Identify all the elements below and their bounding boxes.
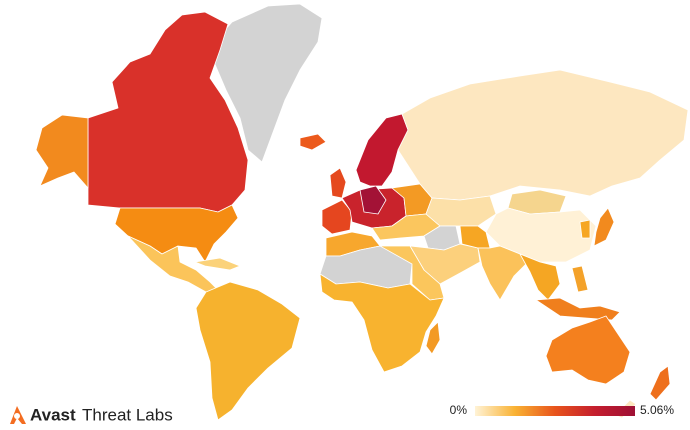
brand: Avast Threat Labs [10, 405, 173, 424]
region [319, 273, 445, 373]
brand-name: Avast [30, 405, 76, 424]
region [127, 235, 221, 293]
region [519, 253, 561, 301]
region [649, 365, 671, 401]
region [579, 219, 591, 239]
region [321, 199, 353, 235]
region [329, 167, 347, 199]
region [195, 281, 301, 421]
region [545, 315, 631, 385]
legend-tick-label: 5.06% [640, 403, 674, 417]
region [299, 133, 327, 151]
region [571, 265, 589, 293]
region [425, 321, 441, 355]
region [593, 207, 615, 247]
brand-logo [14, 413, 20, 419]
region [477, 245, 529, 301]
region [425, 195, 497, 227]
region [535, 297, 621, 321]
region [359, 185, 387, 215]
brand-product: Threat Labs [82, 405, 173, 424]
region [35, 114, 89, 189]
legend-tick-label: 0% [450, 403, 468, 417]
region [459, 225, 491, 249]
legend: 0% 5.06% [450, 403, 675, 417]
region [213, 3, 323, 163]
region [194, 257, 241, 271]
region [397, 69, 689, 201]
countries [35, 3, 689, 421]
legend-scale [475, 406, 635, 416]
